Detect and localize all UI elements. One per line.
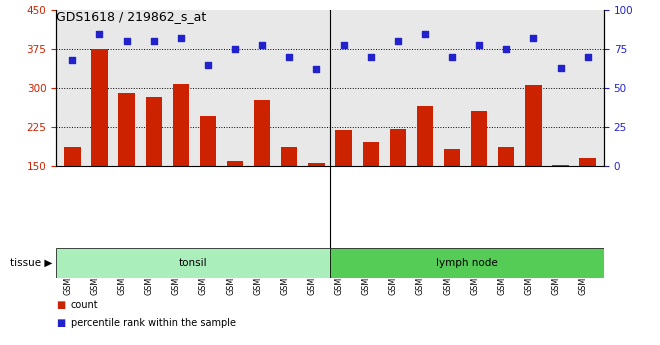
Text: lymph node: lymph node: [436, 258, 498, 268]
Bar: [227, 161, 244, 166]
Point: [67, 57, 78, 63]
Point: [94, 31, 105, 37]
Bar: [56, 248, 330, 278]
Text: percentile rank within the sample: percentile rank within the sample: [71, 318, 236, 327]
Text: tissue ▶: tissue ▶: [11, 258, 53, 268]
Bar: [389, 129, 406, 166]
Point: [257, 42, 267, 47]
Bar: [308, 163, 325, 166]
Bar: [91, 49, 108, 166]
Bar: [64, 147, 81, 166]
Bar: [552, 165, 569, 166]
Text: ■: ■: [56, 300, 65, 310]
Point: [148, 39, 159, 44]
Point: [121, 39, 132, 44]
Point: [311, 67, 321, 72]
Text: tonsil: tonsil: [179, 258, 207, 268]
Bar: [579, 158, 596, 166]
Bar: [254, 100, 271, 166]
Point: [366, 54, 376, 60]
Point: [420, 31, 430, 37]
Point: [474, 42, 484, 47]
Bar: [416, 106, 433, 166]
Bar: [444, 148, 460, 166]
Bar: [330, 248, 604, 278]
Point: [393, 39, 403, 44]
Text: count: count: [71, 300, 98, 310]
Bar: [362, 142, 379, 166]
Point: [447, 54, 457, 60]
Bar: [525, 85, 541, 166]
Text: GDS1618 / 219862_s_at: GDS1618 / 219862_s_at: [56, 10, 207, 23]
Point: [339, 42, 349, 47]
Bar: [200, 116, 216, 166]
Bar: [498, 147, 514, 166]
Bar: [335, 130, 352, 166]
Bar: [281, 147, 298, 166]
Point: [284, 54, 294, 60]
Point: [230, 47, 240, 52]
Text: ■: ■: [56, 318, 65, 327]
Point: [582, 54, 593, 60]
Point: [176, 36, 186, 41]
Point: [528, 36, 539, 41]
Bar: [471, 111, 487, 166]
Point: [555, 65, 566, 71]
Point: [203, 62, 213, 68]
Bar: [173, 84, 189, 166]
Bar: [146, 97, 162, 166]
Point: [501, 47, 512, 52]
Bar: [119, 93, 135, 166]
